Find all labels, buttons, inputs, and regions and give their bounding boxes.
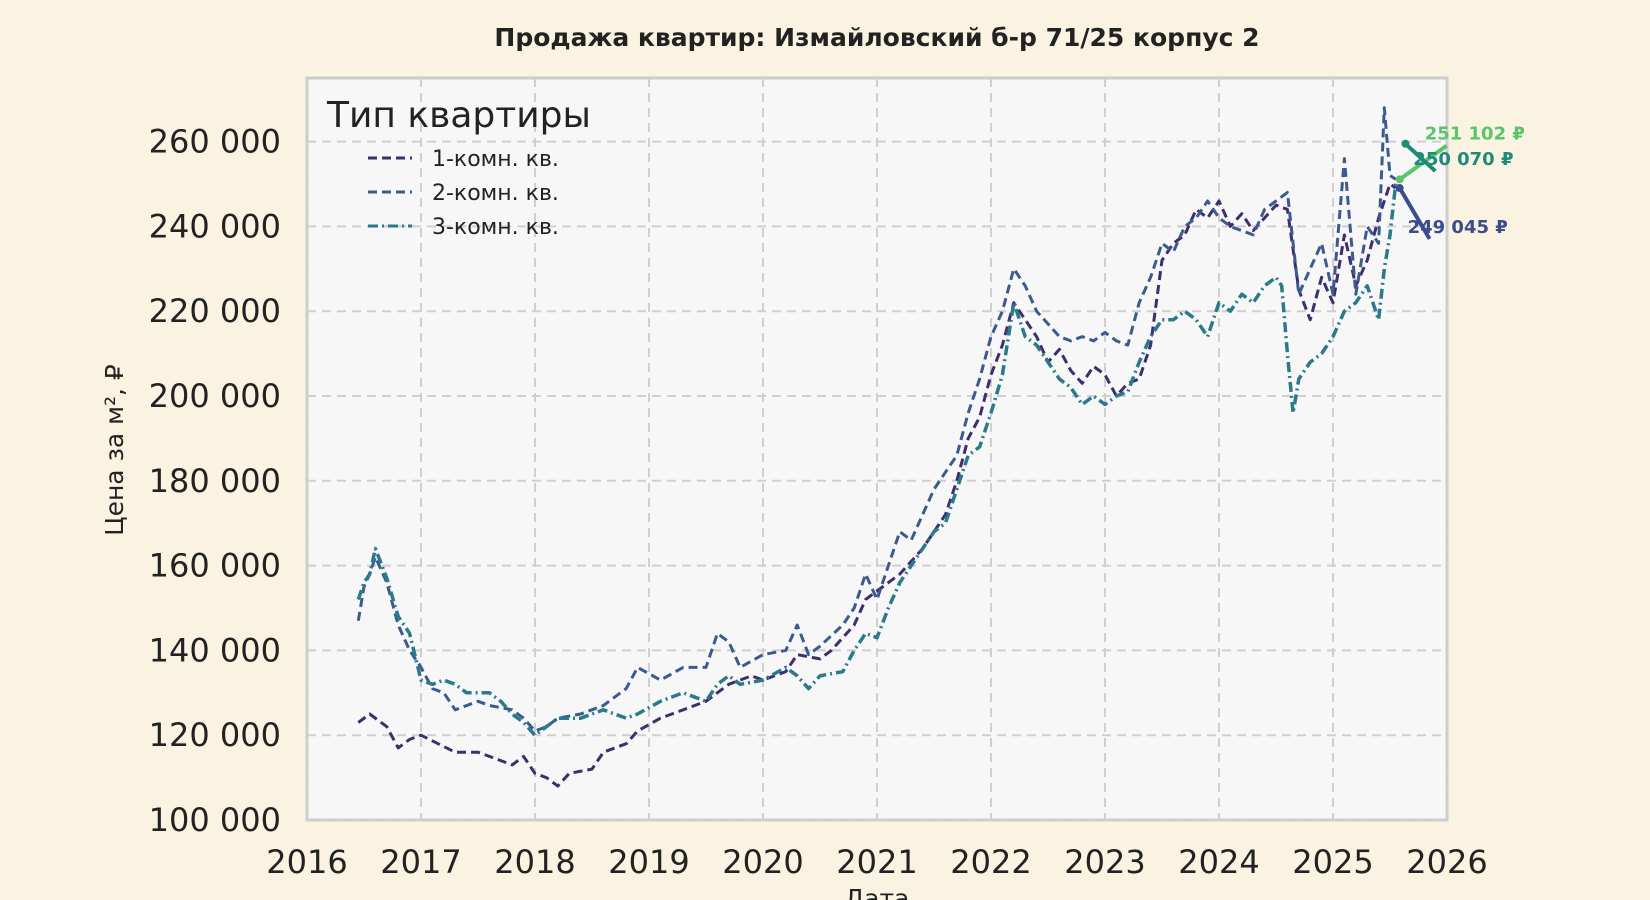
series-line-2: [356, 106, 1397, 733]
legend: Тип квартиры 1-комн. кв. 2-комн. кв. 3-ком…: [326, 95, 591, 240]
legend-label: 1-комн. кв.: [432, 147, 559, 172]
annotation-label: 250 070 ₽: [1413, 149, 1513, 170]
x-axis-ticks: 2016 2017 2018 2019 2020 2021 2022 2023 2024 2025…: [266, 843, 1487, 881]
x-tick-label: 2017: [380, 843, 461, 881]
annotation-arrow: [1404, 142, 1437, 173]
annotation-arrowhead: [1395, 175, 1404, 184]
annotation-label: 251 102 ₽: [1425, 124, 1525, 145]
x-tick-label: 2021: [836, 843, 917, 881]
legend-label: 3-комн. кв.: [432, 215, 559, 240]
x-tick-label: 2023: [1064, 843, 1145, 881]
y-axis-ticks: 100 000 120 000 140 000 160 000 180 000 200 0…: [149, 123, 281, 839]
grid-lines: [306, 78, 1448, 821]
annotation-label: 249 045 ₽: [1408, 217, 1508, 238]
y-tick-label: 100 000: [149, 801, 281, 839]
y-tick-label: 120 000: [149, 716, 281, 754]
legend-title: Тип квартиры: [326, 95, 591, 136]
annotation-arrow: [1397, 187, 1432, 240]
x-tick-label: 2019: [608, 843, 689, 881]
y-tick-label: 260 000: [149, 123, 281, 161]
x-axis-label: Дата: [845, 884, 910, 900]
y-tick-label: 240 000: [149, 207, 281, 245]
series-layer: [356, 106, 1398, 788]
x-tick-label: 2020: [722, 843, 803, 881]
annotation-arrowhead: [1401, 139, 1410, 148]
x-tick-label: 2025: [1292, 843, 1373, 881]
x-tick-label: 2022: [950, 843, 1031, 881]
y-tick-label: 140 000: [149, 631, 281, 669]
y-tick-label: 180 000: [149, 462, 281, 500]
annotation-arrowhead: [1395, 184, 1404, 193]
y-tick-label: 160 000: [149, 547, 281, 585]
chart-title: Продажа квартир: Измайловский б-р 71/25 …: [494, 23, 1259, 52]
y-tick-label: 200 000: [149, 377, 281, 415]
x-tick-label: 2024: [1178, 843, 1259, 881]
x-tick-label: 2016: [266, 843, 347, 881]
annotations: 251 102 ₽ 250 070 ₽ 249 045 ₽: [1395, 124, 1525, 240]
y-axis-label: Цена за м², ₽: [100, 364, 129, 536]
y-tick-label: 220 000: [149, 292, 281, 330]
legend-label: 2-комн. кв.: [432, 181, 559, 206]
x-tick-label: 2026: [1406, 843, 1487, 881]
x-tick-label: 2018: [494, 843, 575, 881]
series-line-3: [356, 183, 1398, 737]
